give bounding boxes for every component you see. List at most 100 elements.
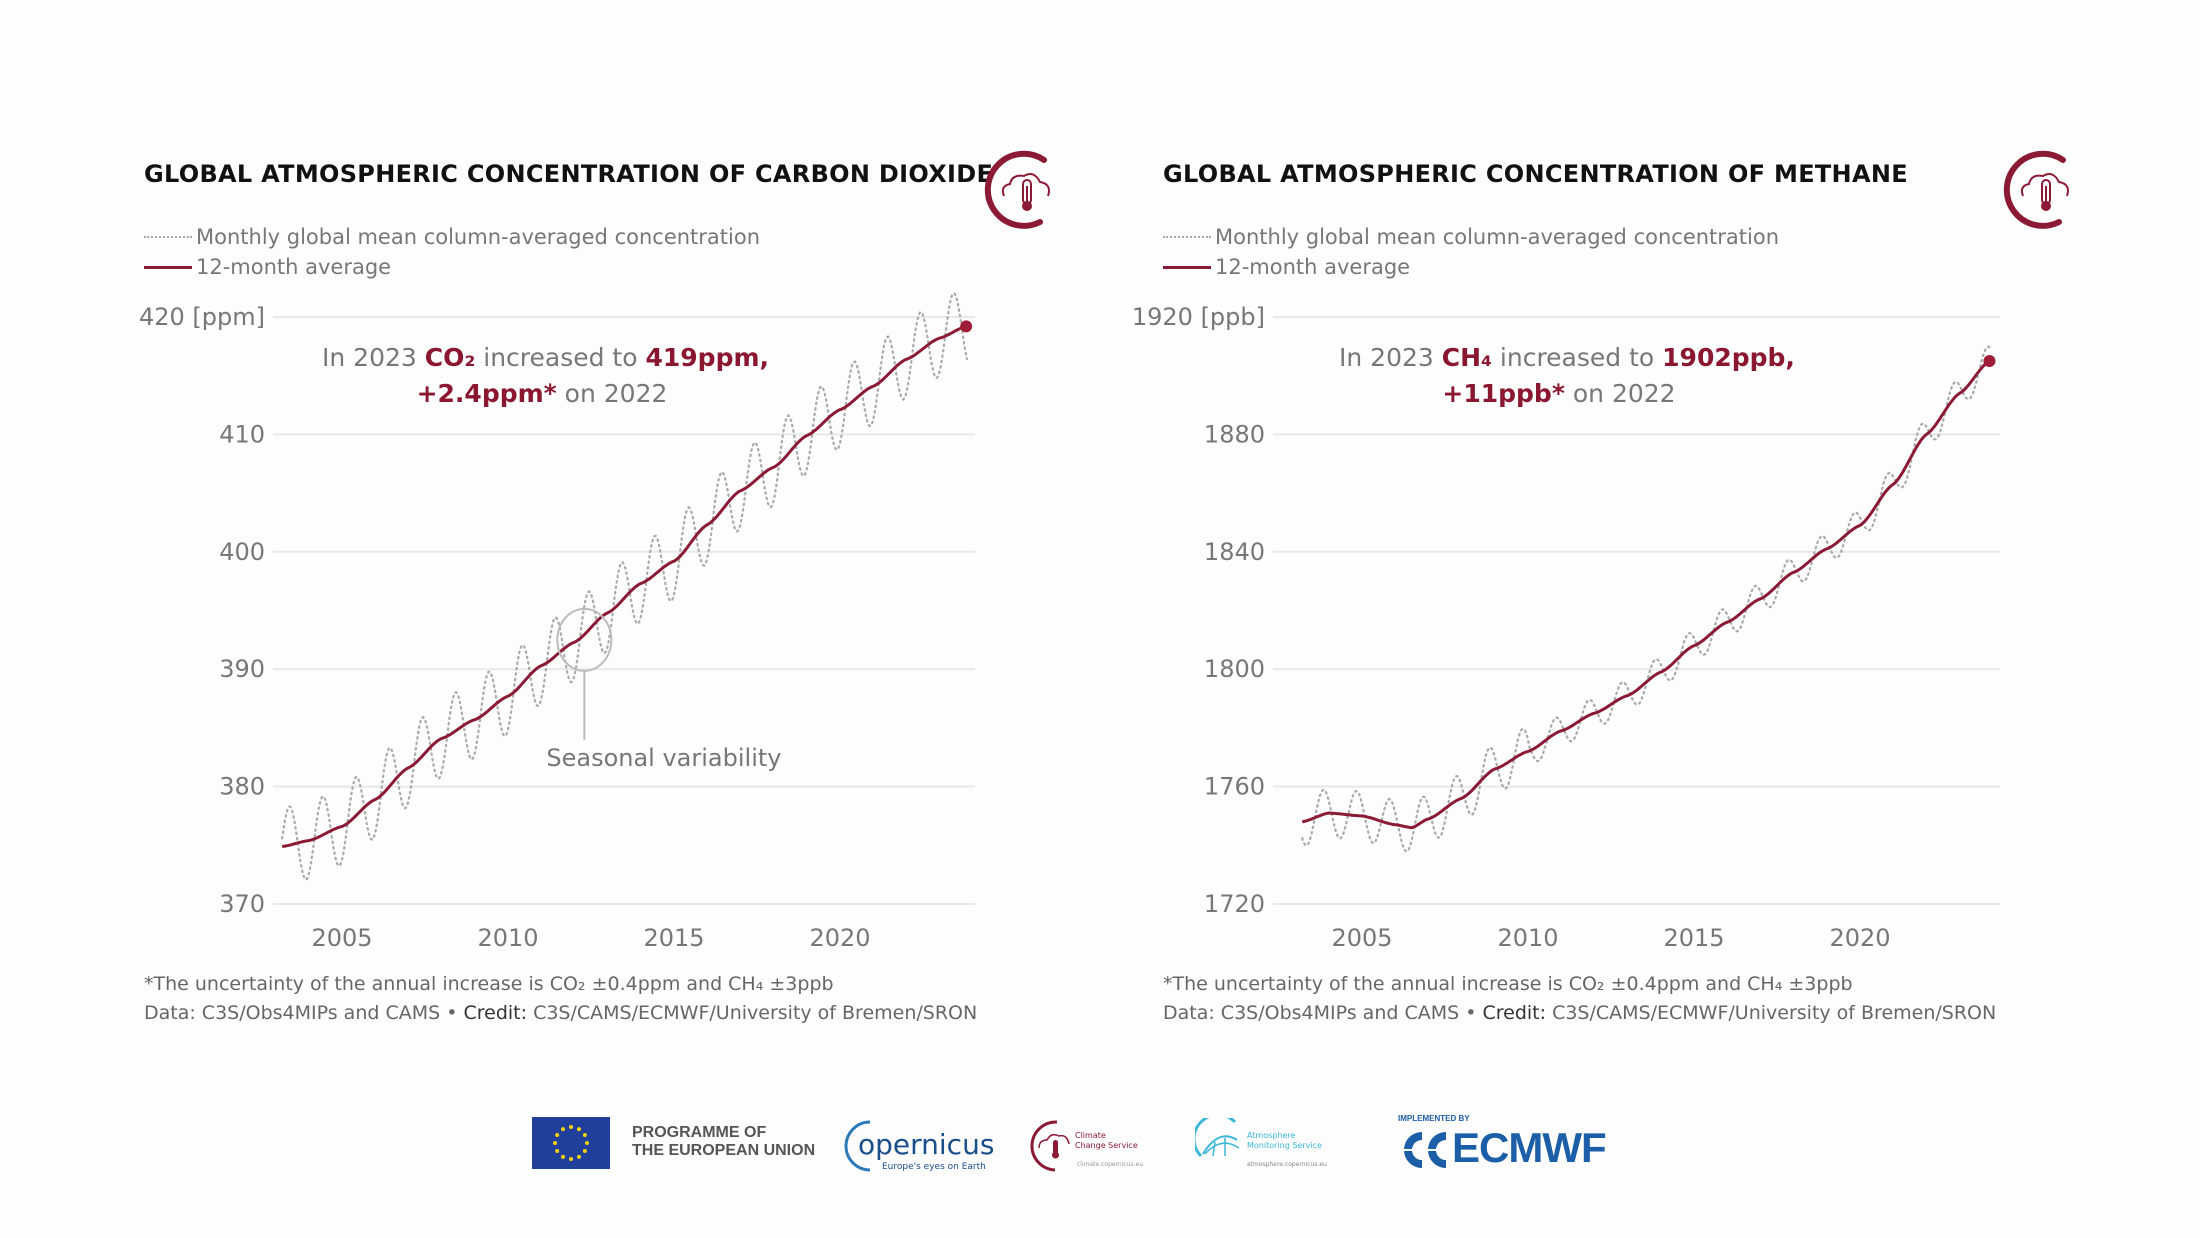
callout-text: In 2023 bbox=[1339, 343, 1442, 372]
latest-value-marker bbox=[1983, 355, 1996, 368]
eu-star bbox=[561, 1127, 565, 1132]
legend-item-monthly: Monthly global mean column-averaged conc… bbox=[1163, 222, 1779, 252]
ch4-chart-title: GLOBAL ATMOSPHERIC CONCENTRATION OF METH… bbox=[1163, 160, 1908, 188]
twelve-month-average-line bbox=[1301, 359, 1991, 830]
legend-item-average: 12-month average bbox=[144, 252, 760, 282]
ecmwf-symbol-icon bbox=[1400, 1132, 1448, 1168]
dotted-line-swatch bbox=[1163, 236, 1211, 238]
y-tick-label: 1840 bbox=[1204, 538, 1265, 566]
eu-star bbox=[555, 1149, 560, 1153]
co2-panel: GLOBAL ATMOSPHERIC CONCENTRATION OF CARB… bbox=[0, 0, 1050, 1060]
y-tick-label: 370 bbox=[219, 890, 265, 918]
legend-item-monthly: Monthly global mean column-averaged conc… bbox=[144, 222, 760, 252]
c3s-line2: Change Service bbox=[1075, 1141, 1138, 1150]
partner-logos: PROGRAMME OF THE EUROPEAN UNION opernicu… bbox=[0, 1110, 2200, 1190]
climate-thermometer-icon bbox=[984, 150, 1050, 229]
x-tick-label: 2005 bbox=[1331, 924, 1392, 952]
y-tick-label: 390 bbox=[219, 655, 265, 683]
co2-callout: In 2023 CO₂ increased to 419ppm, +2.4ppm… bbox=[322, 340, 769, 412]
dotted-line-swatch bbox=[144, 236, 192, 238]
credit-label: Credit: bbox=[1482, 1002, 1547, 1024]
eu-star bbox=[582, 1133, 587, 1137]
data-source: Data: C3S/Obs4MIPs and CAMS • bbox=[1163, 1002, 1483, 1024]
ecmwf-wordmark: ECMWF bbox=[1452, 1124, 1607, 1171]
cams-url: atmosphere.copernicus.eu bbox=[1247, 1161, 1327, 1168]
callout-gas: CO₂ bbox=[424, 343, 476, 372]
uncertainty-note: *The uncertainty of the annual increase … bbox=[144, 973, 834, 995]
y-tick-label: 1920 [ppb] bbox=[1132, 303, 1265, 331]
x-tick-label: 2005 bbox=[311, 924, 372, 952]
callout-change: +2.4ppm* bbox=[416, 379, 557, 408]
legend-label: 12-month average bbox=[1215, 255, 1411, 279]
atmosphere-monitoring-service-logo: Atmosphere Monitoring Service atmosphere… bbox=[1195, 1118, 1327, 1168]
eu-star bbox=[569, 1157, 573, 1161]
climate-change-service-logo: Climate Change Service climate.copernicu… bbox=[1030, 1120, 1143, 1172]
callout-text: In 2023 bbox=[322, 343, 425, 372]
x-tick-label: 2010 bbox=[477, 924, 538, 952]
data-source: Data: C3S/Obs4MIPs and CAMS • bbox=[144, 1002, 464, 1024]
eu-star bbox=[553, 1141, 557, 1145]
y-tick-label: 1800 bbox=[1204, 655, 1265, 683]
ecmwf-logo: IMPLEMENTED BY ECMWF bbox=[1398, 1114, 1618, 1180]
eu-stars-icon bbox=[553, 1125, 589, 1161]
eu-programme-text: PROGRAMME OF THE EUROPEAN UNION bbox=[632, 1124, 815, 1160]
eu-line1: PROGRAMME OF bbox=[632, 1124, 767, 1141]
monthly-concentration-line bbox=[281, 292, 969, 882]
x-tick-label: 2020 bbox=[809, 924, 870, 952]
eu-star bbox=[569, 1125, 573, 1129]
latest-value-marker bbox=[960, 320, 973, 333]
uncertainty-note: *The uncertainty of the annual increase … bbox=[1163, 973, 1853, 995]
eu-star bbox=[561, 1154, 565, 1159]
callout-change: +11ppb* bbox=[1442, 379, 1565, 408]
seasonal-variability-label: Seasonal variability bbox=[546, 744, 781, 772]
co2-legend: Monthly global mean column-averaged conc… bbox=[144, 222, 760, 282]
copernicus-logo: opernicus Europe's eyes on Earth bbox=[844, 1120, 994, 1172]
credit-label: Credit: bbox=[463, 1002, 528, 1024]
eu-star bbox=[555, 1133, 560, 1137]
solid-line-swatch bbox=[144, 265, 192, 269]
cams-line1: Atmosphere bbox=[1247, 1131, 1296, 1140]
callout-gas: CH₄ bbox=[1441, 343, 1492, 372]
legend-item-average: 12-month average bbox=[1163, 252, 1779, 282]
x-tick-label: 2015 bbox=[643, 924, 704, 952]
y-tick-label: 1760 bbox=[1204, 773, 1265, 801]
x-tick-label: 2020 bbox=[1829, 924, 1890, 952]
y-tick-label: 420 [ppm] bbox=[139, 303, 265, 331]
climate-thermometer-icon bbox=[2003, 150, 2069, 229]
co2-chart: 370 380 390 400 410 420 [ppm] 2005 2010 2015 2020… bbox=[139, 292, 975, 952]
eu-star bbox=[585, 1141, 589, 1145]
copernicus-tagline: Europe's eyes on Earth bbox=[882, 1162, 986, 1172]
eu-star bbox=[577, 1154, 581, 1159]
ch4-chart: 1720 1760 1800 1840 1880 1920 [ppb] 2005 2010 20… bbox=[1132, 303, 2000, 952]
legend-label: Monthly global mean column-averaged conc… bbox=[1215, 225, 1780, 249]
y-tick-label: 1720 bbox=[1204, 890, 1265, 918]
implemented-by-label: IMPLEMENTED BY bbox=[1398, 1114, 1470, 1123]
solid-line-swatch bbox=[1163, 265, 1211, 269]
callout-text: on 2022 bbox=[1564, 379, 1676, 408]
ch4-callout: In 2023 CH₄ increased to 1902ppb, +11ppb… bbox=[1339, 340, 1795, 412]
callout-value: 1902ppb, bbox=[1662, 343, 1795, 372]
credit-value: C3S/CAMS/ECMWF/University of Bremen/SRON bbox=[527, 1002, 978, 1024]
y-tick-label: 410 bbox=[219, 420, 265, 448]
legend-label: 12-month average bbox=[196, 255, 392, 279]
eu-star bbox=[582, 1149, 587, 1153]
co2-chart-title: GLOBAL ATMOSPHERIC CONCENTRATION OF CARB… bbox=[144, 160, 994, 188]
credit-value: C3S/CAMS/ECMWF/University of Bremen/SRON bbox=[1546, 1002, 1997, 1024]
callout-value: 419ppm, bbox=[645, 343, 770, 372]
c3s-line1: Climate bbox=[1075, 1131, 1106, 1140]
x-tick-label: 2010 bbox=[1497, 924, 1558, 952]
data-credit-line: Data: C3S/Obs4MIPs and CAMS • Credit: C3… bbox=[144, 999, 977, 1028]
y-tick-label: 1880 bbox=[1204, 420, 1265, 448]
callout-text: on 2022 bbox=[556, 379, 668, 408]
seasonal-variability-circle bbox=[556, 607, 613, 672]
eu-flag-logo bbox=[532, 1117, 610, 1169]
data-credit-line: Data: C3S/Obs4MIPs and CAMS • Credit: C3… bbox=[1163, 999, 1996, 1028]
callout-text: increased to bbox=[475, 343, 646, 372]
monthly-concentration-line bbox=[1301, 345, 1991, 853]
copernicus-wordmark: opernicus bbox=[858, 1128, 994, 1161]
cams-line2: Monitoring Service bbox=[1247, 1141, 1322, 1150]
eu-star bbox=[577, 1127, 581, 1132]
twelve-month-average-line bbox=[282, 324, 967, 848]
y-tick-label: 380 bbox=[219, 773, 265, 801]
ch4-panel: GLOBAL ATMOSPHERIC CONCENTRATION OF METH… bbox=[1019, 0, 2069, 1060]
